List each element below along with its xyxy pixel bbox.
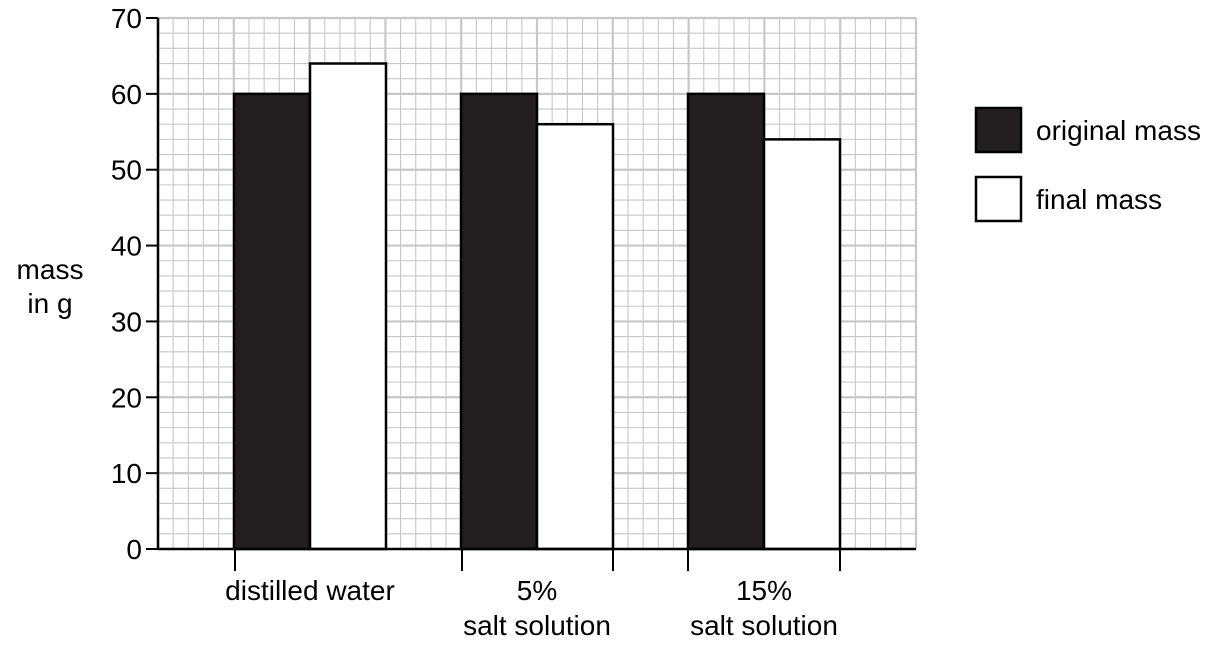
chart-legend: original mass final mass	[974, 106, 1201, 223]
y-tick-label: 10	[111, 458, 142, 489]
y-tick-label: 60	[111, 79, 142, 110]
bar-original-mass	[686, 92, 766, 551]
chart-axes	[146, 17, 916, 571]
x-category-label: 15%	[736, 575, 792, 606]
y-axis-label: mass	[17, 254, 84, 285]
x-category-label: distilled water	[225, 575, 395, 606]
y-tick-label: 70	[111, 3, 142, 34]
chart-labels: 0 10 20 30 40 50 60 70 distilled water 5% salt sol…	[17, 3, 838, 641]
y-tick-label: 40	[111, 231, 142, 262]
bar-final-mass	[308, 62, 388, 551]
bar-final-mass	[535, 122, 615, 551]
y-tick-label: 0	[126, 534, 142, 565]
x-category-label: 5%	[517, 575, 557, 606]
x-category-label: salt solution	[463, 610, 611, 641]
y-tick-label: 30	[111, 306, 142, 337]
bar-original-mass	[232, 92, 312, 551]
legend-label: original mass	[1036, 115, 1201, 146]
legend-swatch	[974, 106, 1023, 154]
y-tick-label: 20	[111, 382, 142, 413]
bar-final-mass	[762, 138, 842, 551]
y-tick-label: 50	[111, 155, 142, 186]
x-category-label: salt solution	[690, 610, 838, 641]
legend-label: final mass	[1036, 184, 1162, 215]
legend-swatch	[974, 175, 1023, 223]
chart-bars	[232, 62, 842, 551]
y-axis-label: in g	[27, 288, 72, 319]
bar-original-mass	[459, 92, 539, 551]
